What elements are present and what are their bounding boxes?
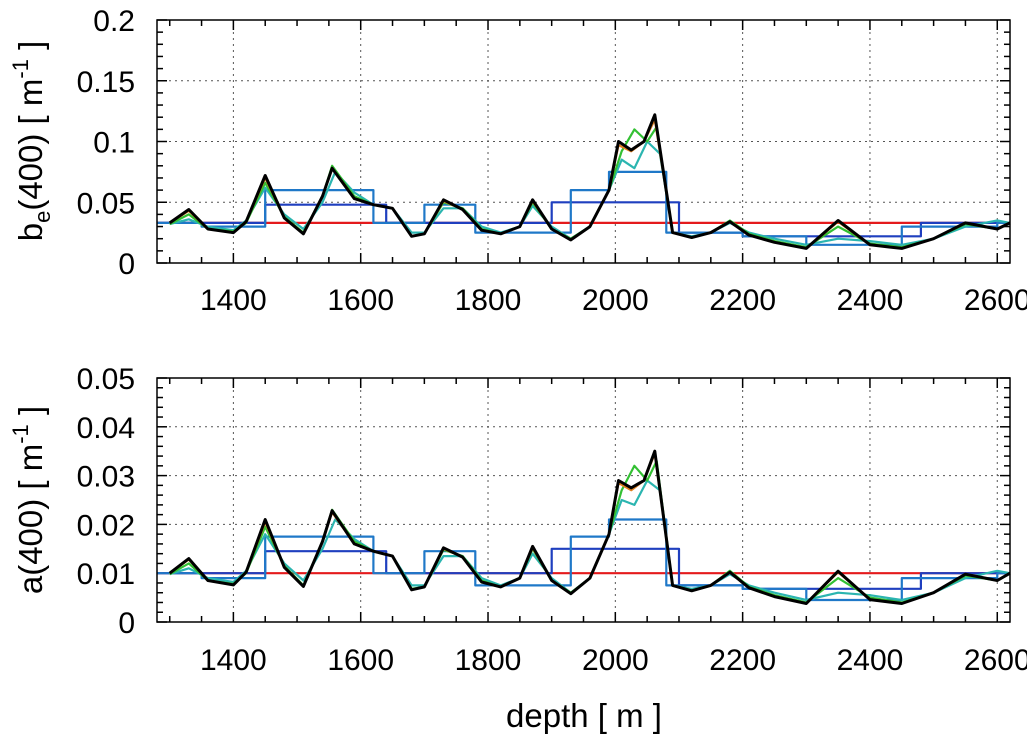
x-tick-label: 2000: [582, 284, 649, 317]
series-line-6: [168, 449, 1011, 605]
y-tick-label: 0: [118, 248, 135, 281]
y-axis-label: be(400) [ m-1 ]: [8, 41, 55, 242]
x-tick-label: 1800: [455, 644, 522, 677]
x-tick-label: 2200: [709, 644, 776, 677]
x-tick-label: 2600: [964, 644, 1027, 677]
y-tick-label: 0.05: [77, 363, 135, 396]
series-line-4: [169, 459, 1011, 604]
y-tick-label: 0.01: [77, 558, 135, 591]
y-tick-label: 0.2: [93, 5, 135, 38]
y-tick-label: 0.03: [77, 461, 135, 494]
y-tick-label: 0: [118, 607, 135, 640]
x-tick-label: 1400: [200, 644, 267, 677]
panel-scattering-coefficient: 1400 1600 1800 2000 2200 2400 2600 0 0.05 0.1 0.15…: [8, 5, 1027, 317]
y-axis-label: a(400) [ m-1 ]: [8, 406, 49, 594]
x-tick-label: 2400: [837, 644, 904, 677]
y-tick-label: 0.1: [93, 127, 135, 160]
x-tick-label: 1400: [200, 284, 267, 317]
y-tick-label: 0.15: [77, 66, 135, 99]
x-axis-label: depth [ m ]: [506, 697, 662, 734]
x-tick-label: 1600: [327, 284, 394, 317]
panel-absorption-coefficient: 1400 1600 1800 2000 2200 2400 2600 0 0.01 0.02 0.0…: [8, 363, 1027, 677]
plot-frame: [156, 377, 1011, 623]
x-tick-label: 2000: [582, 644, 649, 677]
x-tick-label: 2600: [964, 284, 1027, 317]
series-line-2: [157, 170, 1010, 246]
series-line-6: [168, 113, 1011, 250]
x-tick-label: 1600: [327, 644, 394, 677]
plot-frame: [156, 19, 1011, 264]
series-line-3: [169, 479, 1011, 602]
y-tick-label: 0.05: [77, 187, 135, 220]
y-tick-label: 0.02: [77, 509, 135, 542]
x-tick-label: 1800: [455, 284, 522, 317]
x-tick-label: 2400: [837, 284, 904, 317]
x-tick-label: 2200: [709, 284, 776, 317]
y-tick-label: 0.04: [77, 412, 135, 445]
